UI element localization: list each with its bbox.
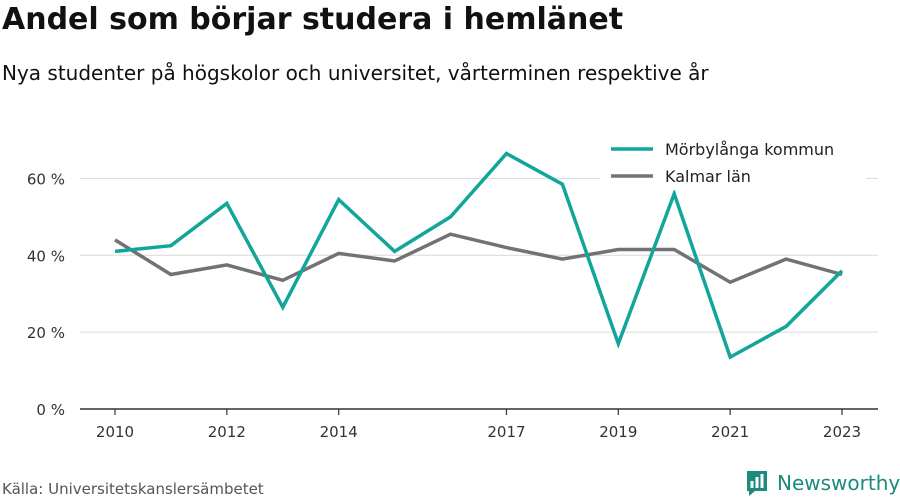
chart-logo-icon <box>747 471 767 496</box>
brand-logo: Newsworthy <box>745 468 900 498</box>
series-line-kalmar-lan <box>114 232 843 285</box>
x-tick-label: 2019 <box>599 423 637 441</box>
y-tick-label: 0 % <box>36 401 65 419</box>
y-tick-label: 60 % <box>27 170 65 188</box>
legend-label: Mörbylånga kommun <box>665 140 834 159</box>
chart-title: Andel som börjar studera i hemlänet <box>2 2 624 37</box>
series-line-morbylanga <box>114 151 844 360</box>
y-tick-label: 40 % <box>27 247 65 265</box>
source-note: Källa: Universitetskanslersämbetet <box>2 480 264 498</box>
x-tick-label: 2017 <box>487 423 525 441</box>
x-tick-label: 2023 <box>823 423 861 441</box>
chart-subtitle: Nya studenter på högskolor och universit… <box>2 61 709 85</box>
x-tick-label: 2010 <box>96 423 134 441</box>
x-tick-label: 2021 <box>711 423 749 441</box>
x-tick-label: 2014 <box>320 423 358 441</box>
legend-background <box>600 136 866 190</box>
x-tick-label: 2012 <box>208 423 246 441</box>
legend-label: Kalmar län <box>665 167 751 186</box>
brand-name: Newsworthy <box>777 471 900 495</box>
y-tick-label: 20 % <box>27 324 65 342</box>
